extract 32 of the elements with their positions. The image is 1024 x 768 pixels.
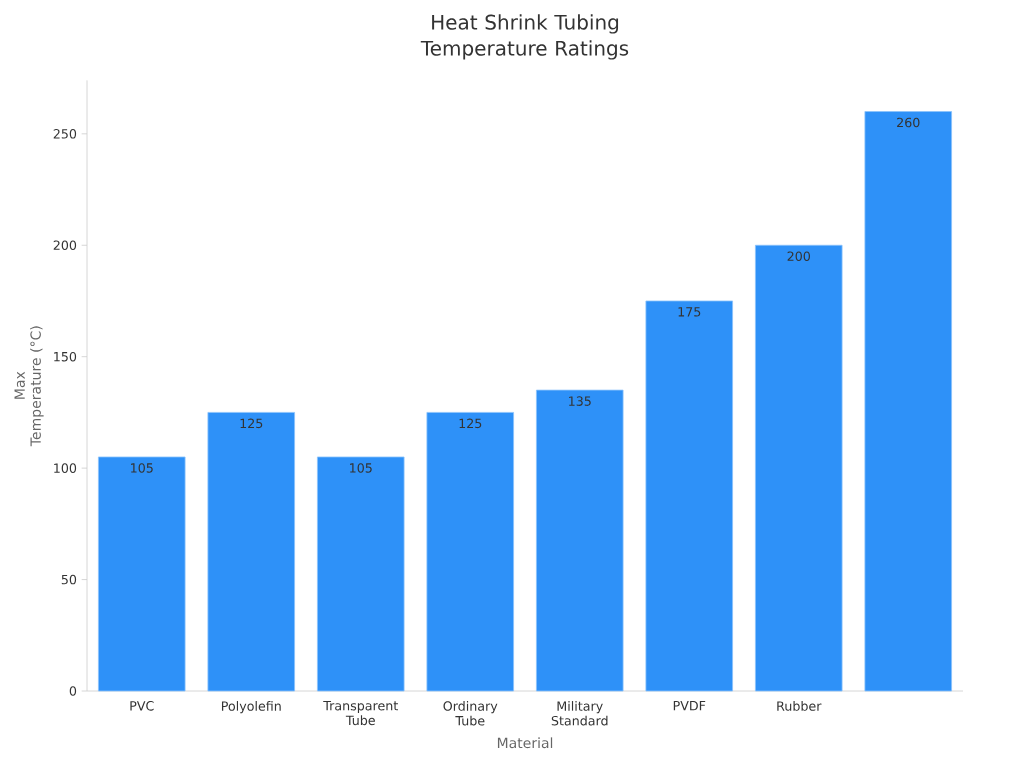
x-tick-label: PVC	[130, 701, 154, 711]
x-tick-label: Ordinary Tube	[443, 701, 498, 726]
y-axis-title: Max Temperature (°C)	[14, 326, 44, 447]
bar	[207, 412, 295, 692]
x-tick-label: Rubber	[777, 701, 822, 711]
y-tick-label: 250	[53, 129, 77, 139]
y-tick-label: 100	[54, 463, 77, 473]
data-label: 260	[897, 117, 920, 128]
data-label: 175	[678, 307, 701, 317]
bar	[755, 244, 843, 692]
bar	[98, 456, 186, 692]
bar	[864, 111, 952, 692]
bar	[645, 300, 733, 692]
bar	[536, 389, 624, 692]
chart-title: Heat Shrink Tubing Temperature Ratings	[420, 14, 629, 60]
bar	[426, 412, 514, 692]
data-label: 105	[131, 463, 153, 473]
x-tick-label: Polyolefin	[221, 701, 281, 714]
y-tick-label: 50	[61, 574, 77, 585]
data-label: 105	[350, 463, 372, 473]
x-tick-label: Military Standard	[551, 701, 608, 726]
bar	[317, 456, 405, 692]
x-tick-label: Transparent Tube	[323, 701, 398, 726]
data-label: 125	[459, 418, 482, 429]
y-tick-label: 200	[53, 240, 77, 251]
data-label: 200	[787, 251, 810, 262]
x-tick-label: PVDF	[673, 701, 706, 711]
y-tick-label: 0	[69, 686, 77, 696]
data-label: 125	[240, 418, 263, 429]
y-tick-label: 150	[54, 351, 77, 362]
data-label: 135	[569, 396, 591, 406]
x-axis-title: Material	[497, 737, 553, 749]
